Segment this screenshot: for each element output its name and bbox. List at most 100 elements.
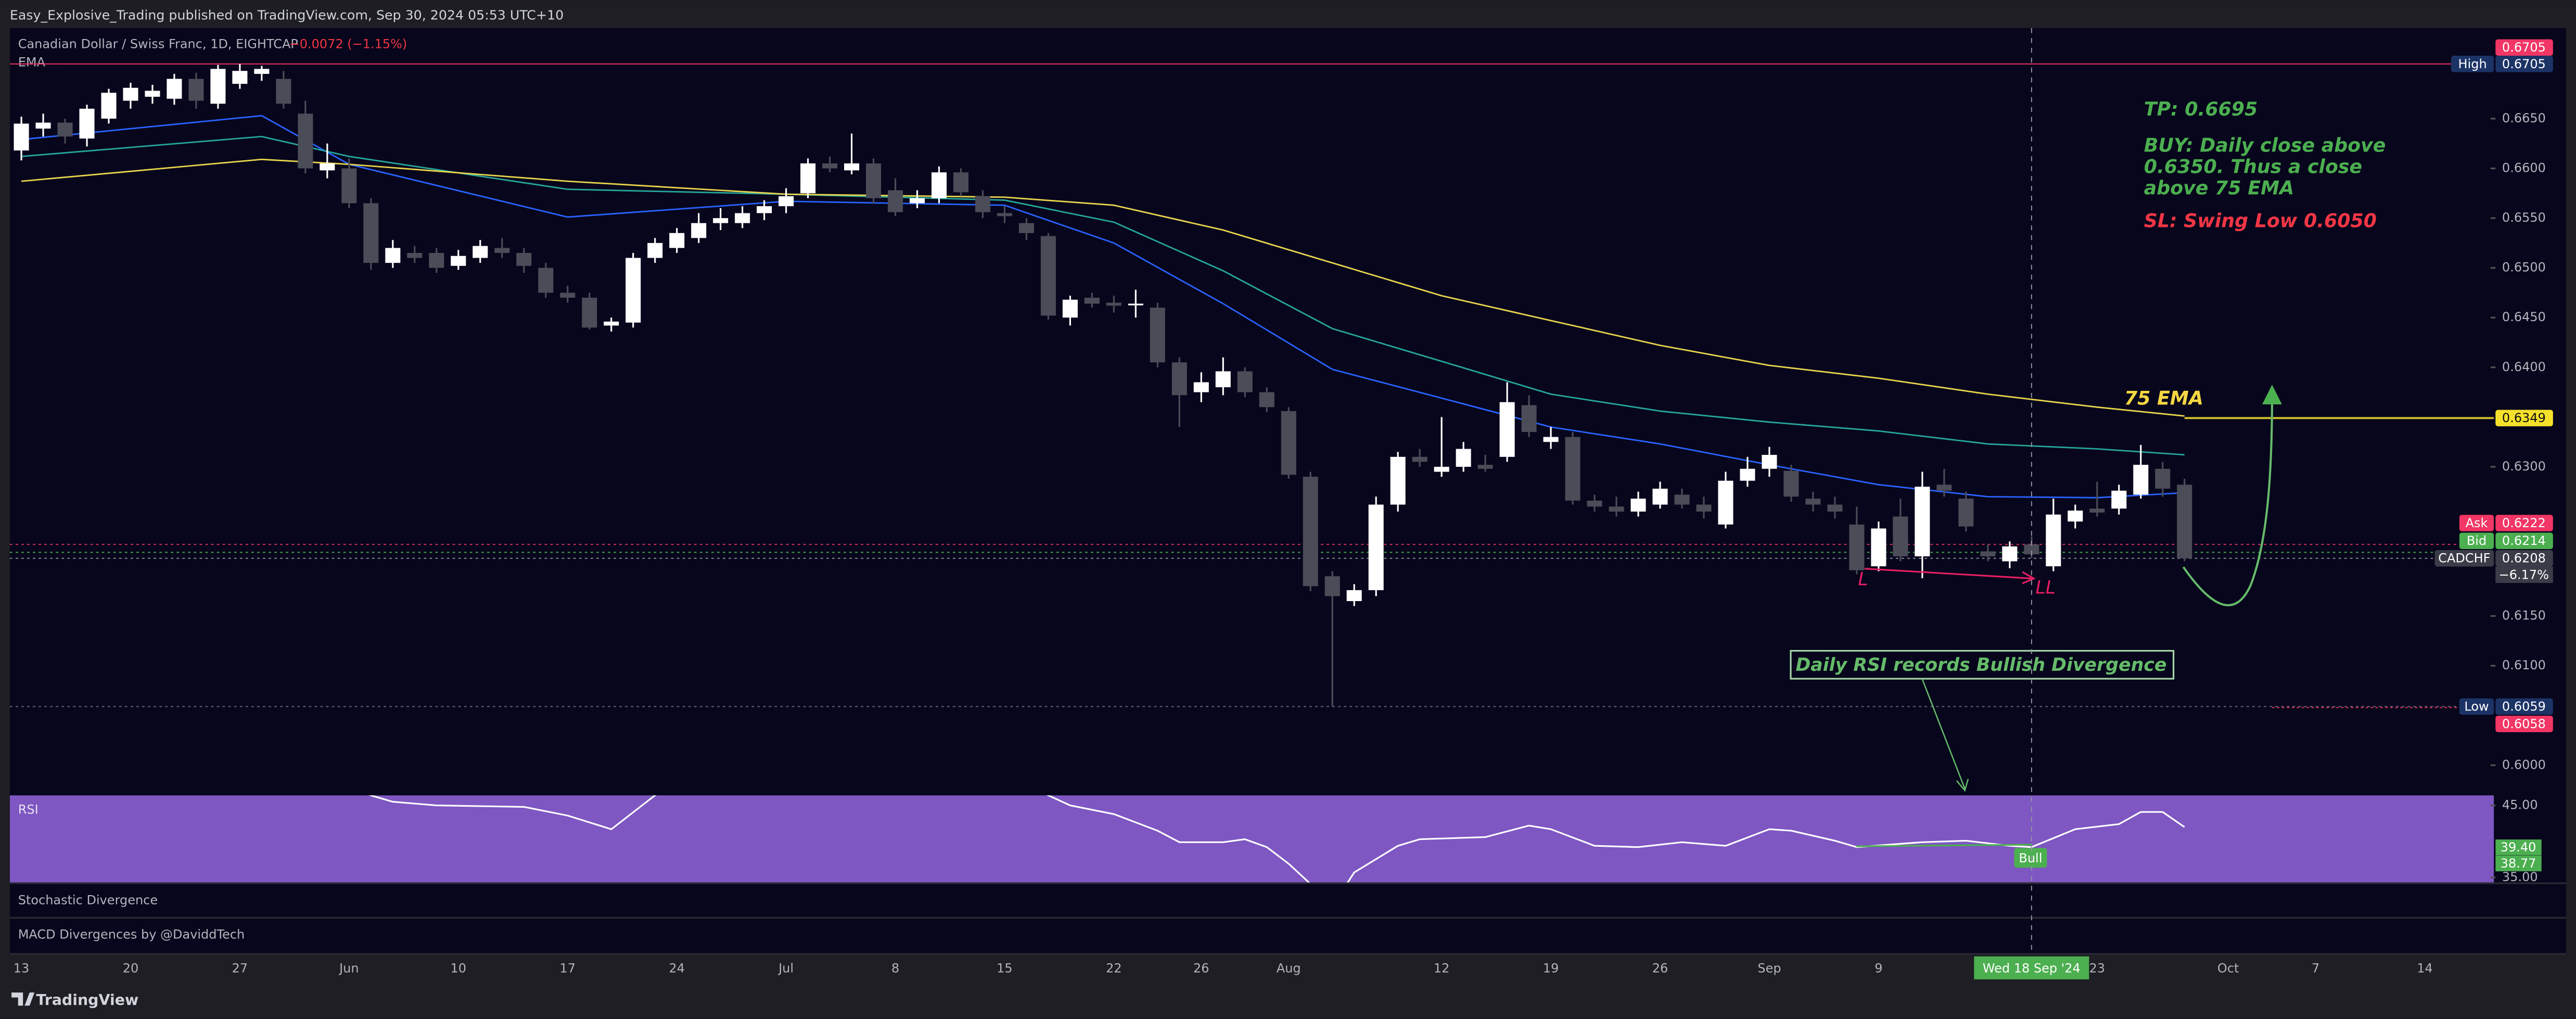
price-marker-value: 0.6222	[2502, 516, 2546, 530]
x-tick-label: 20	[123, 961, 139, 975]
candle-body	[887, 190, 903, 212]
rsi-divergence-line	[1856, 844, 2033, 847]
candle-body	[254, 69, 270, 74]
x-tick-label: Jun	[338, 961, 359, 975]
x-tick-label: Aug	[1277, 961, 1301, 975]
candle-body	[1674, 494, 1690, 505]
candle-body	[909, 198, 925, 203]
candle-body	[1718, 480, 1733, 525]
candle-body	[1084, 298, 1100, 304]
candle-body	[1324, 576, 1340, 596]
price-change: −0.0072 (−1.15%)	[289, 37, 407, 52]
annotation-arrow	[1921, 678, 1969, 792]
y-tick-label: 0.6650	[2502, 111, 2546, 125]
footer-bar	[0, 981, 2576, 1019]
y-tick-label: 0.6150	[2502, 608, 2546, 623]
price-marker-box	[2495, 39, 2553, 56]
price-marker-box	[2495, 716, 2553, 732]
x-tick-label: 22	[1106, 961, 1122, 975]
price-marker-value: 0.6208	[2502, 551, 2546, 566]
candle-body	[1412, 456, 1427, 462]
candle-body	[1477, 465, 1493, 469]
candle-body	[407, 253, 423, 258]
candle-body	[1390, 456, 1406, 505]
candle-body	[1587, 500, 1602, 507]
x-tick-label: 13	[14, 961, 30, 975]
price-marker-name: High	[2458, 57, 2487, 71]
annotation-buy: 0.6350. Thus a close	[2144, 155, 2362, 177]
candle-body	[1499, 402, 1515, 457]
rsi-background	[9, 795, 2494, 883]
x-tick-label: 19	[1543, 961, 1559, 975]
price-marker-value: 0.6705	[2502, 57, 2546, 71]
x-tick-label: 26	[1652, 961, 1668, 975]
x-tick-label: Jul	[777, 961, 794, 975]
y-tick-label: 0.6100	[2502, 658, 2546, 672]
candle-body	[2089, 508, 2105, 513]
candle-body	[1783, 470, 1799, 497]
price-change-label: −6.17%	[2499, 567, 2549, 582]
candle-body	[123, 87, 138, 101]
candle-body	[1521, 405, 1537, 432]
candle-body	[494, 248, 510, 253]
candle-body	[1237, 371, 1253, 392]
y-tick-label: 0.6000	[2502, 757, 2546, 772]
ema-line	[21, 135, 2185, 456]
price-marker-name-box	[2459, 532, 2494, 550]
y-tick-label: 0.6600	[2502, 161, 2546, 175]
candle-body	[2111, 490, 2127, 509]
price-marker-value: 0.6705	[2502, 40, 2546, 55]
candle-body	[363, 203, 379, 263]
candle-body	[1193, 382, 1209, 392]
rsi-tick-label: 45.00	[2502, 798, 2538, 812]
candle-body	[1827, 504, 1843, 512]
candle-body	[1150, 308, 1165, 363]
candle-body	[2046, 514, 2061, 567]
candle-body	[1040, 236, 1056, 316]
candle-body	[1696, 504, 1712, 512]
y-tick-label: 0.6300	[2502, 459, 2546, 474]
candle-body	[232, 71, 248, 84]
candle-body	[276, 79, 291, 104]
candle-body	[604, 321, 619, 326]
price-axis: 0.6650 0.6600 0.6550 0.6500 0.6450 0.6400 0.63…	[2434, 39, 2553, 884]
rsi-marker-box	[2495, 855, 2542, 872]
candle-body	[560, 292, 576, 298]
candle-body	[1740, 468, 1755, 481]
annotation-box	[1790, 649, 2175, 680]
projection-arrowhead	[2262, 385, 2282, 404]
price-marker-name: CADCHF	[2438, 551, 2490, 566]
crosshair-date: Wed 18 Sep '24	[1983, 961, 2081, 975]
candle-body	[1018, 223, 1034, 233]
candle-body	[1106, 302, 1121, 306]
price-pane	[9, 63, 2494, 708]
candle-body	[647, 243, 663, 258]
candle-body	[1565, 437, 1580, 501]
price-marker-name-box	[2451, 56, 2494, 72]
candle-body	[1630, 499, 1646, 512]
price-marker-name-box	[2459, 515, 2494, 531]
candle-body	[1303, 477, 1318, 587]
candle-body	[1062, 299, 1078, 318]
footer-brand: TradingView	[36, 991, 138, 1009]
rsi-divergence-label: Bull	[2019, 851, 2042, 865]
rsi-marker-value: 38.77	[2501, 856, 2536, 871]
price-marker-value: 0.6214	[2502, 533, 2546, 548]
candle-body	[953, 172, 968, 193]
x-tick-label: 24	[669, 961, 685, 975]
candle-body	[691, 223, 707, 238]
candle-body	[1958, 499, 1974, 527]
candle-body	[1893, 516, 1908, 556]
candle-body	[582, 298, 597, 328]
candle-body	[1652, 489, 1668, 505]
candle-body	[57, 122, 73, 137]
annotation-lower-low: LL	[2035, 578, 2056, 598]
annotation-buy: BUY: Daily close above	[2144, 134, 2386, 156]
candle-body	[713, 218, 729, 223]
candle-body	[1762, 455, 1777, 469]
candle-body	[1346, 590, 1362, 601]
candle-body	[1936, 485, 1952, 491]
candle-body	[975, 196, 990, 212]
rsi-tick-label: 35.00	[2502, 870, 2538, 884]
